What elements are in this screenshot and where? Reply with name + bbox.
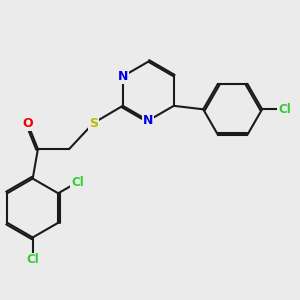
Text: N: N (143, 114, 154, 127)
Text: Cl: Cl (26, 254, 39, 266)
Text: N: N (118, 70, 128, 83)
Text: O: O (22, 117, 33, 130)
Text: Cl: Cl (71, 176, 84, 188)
Text: Cl: Cl (278, 103, 291, 116)
Text: S: S (89, 117, 98, 130)
